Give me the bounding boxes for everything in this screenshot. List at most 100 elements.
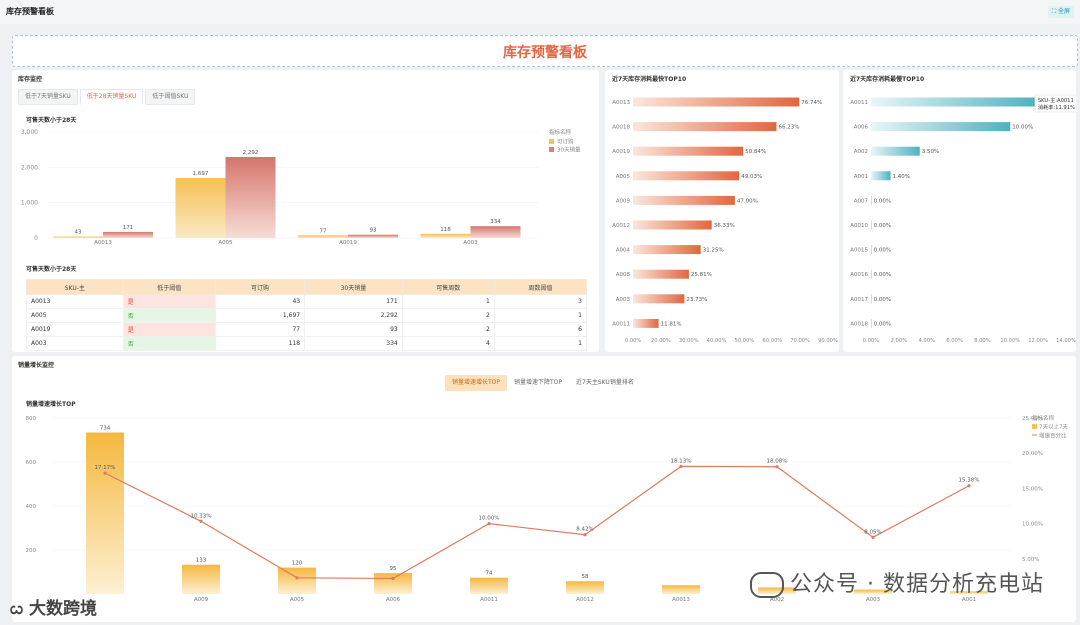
y-tick-label: A0011	[612, 321, 630, 327]
cell-flag: 是	[122, 322, 216, 337]
bar	[871, 220, 872, 230]
col-sku: SKU-主	[26, 279, 124, 295]
tab-growth-top[interactable]: 销量增速增长TOP	[445, 375, 508, 391]
bar-30天销量	[225, 157, 276, 238]
x-tick-label: A0019	[339, 240, 357, 246]
bar	[633, 245, 701, 255]
y-tick-label: A0016	[850, 272, 868, 278]
fullscreen-button[interactable]: ⛶ 全屏	[1047, 6, 1074, 18]
y-tick-label: 2,000	[21, 164, 38, 171]
x-tick-label: A003	[866, 597, 881, 603]
slowest-consumption-panel	[843, 70, 1076, 352]
bar-value-label: 0.00%	[874, 297, 891, 303]
table-header-row: SKU-主 低于阈值 可订购 30天销量 可售周数 周数阈值	[26, 279, 588, 295]
table-row: A003 否 118 334 4 1	[26, 336, 588, 351]
bar-value-label: 120	[292, 561, 303, 567]
line-value-label: 17.17%	[95, 465, 116, 471]
bar-value-label: 47.00%	[737, 198, 758, 204]
x-tick-label: 4.00%	[918, 338, 935, 344]
tab-under-threshold[interactable]: 低于阈值SKU	[145, 89, 196, 105]
col-weeks-threshold: 周数阈值	[493, 279, 588, 295]
bar-value-label: 43	[75, 229, 82, 235]
bar	[854, 589, 892, 594]
y-tick-label: A0018	[612, 125, 630, 131]
table-row: A0019 是 77 93 2 6	[26, 322, 588, 337]
col-orderable: 可订购	[214, 279, 306, 295]
bar-可订购	[53, 236, 103, 238]
y-tick-label: A0010	[850, 223, 868, 229]
bar-value-label: 133	[196, 558, 207, 564]
fastest-consumption-chart: A0013 76.74% A0018 66.23% A0019 50.84% A005 49.…	[612, 97, 838, 344]
x-tick-label: 60.00%	[762, 338, 782, 344]
bar	[871, 245, 872, 255]
slowest-consumption-chart: A0011 A006 10.00% A002 3.50% A001 1.40% A007 0.0…	[850, 94, 1076, 344]
x-tick-label: 50.00%	[735, 338, 755, 344]
line-point	[487, 522, 491, 526]
cell-sku: A003	[26, 336, 124, 351]
line-point	[199, 519, 203, 523]
line-point	[583, 533, 587, 537]
col-below-threshold: 低于阈值	[122, 279, 216, 295]
x-tick-label: 40.00%	[707, 338, 727, 344]
tab-under-28-days[interactable]: 低于28天销量SKU	[79, 89, 144, 105]
x-tick-label: A0011	[480, 597, 498, 603]
bar	[950, 591, 988, 594]
bar-value-label: 734	[100, 426, 111, 432]
bar-value-label: 171	[123, 225, 134, 231]
bar-value-label: 0.00%	[874, 321, 891, 327]
cell-sales: 93	[304, 322, 403, 337]
legend-swatch	[1032, 424, 1037, 429]
bar-30天销量	[103, 231, 153, 238]
bar	[470, 577, 508, 594]
y-tick-label: A005	[616, 174, 631, 180]
cell-weeks: 4	[401, 336, 495, 351]
bar	[633, 318, 659, 328]
bar	[633, 171, 740, 181]
y-tick-label: A0011	[850, 100, 868, 106]
cell-threshold: 3	[493, 294, 588, 309]
bar	[871, 97, 1037, 107]
bar-value-label: 334	[490, 219, 501, 225]
bar-value-label: 93	[370, 228, 377, 234]
bar	[633, 146, 744, 156]
page-title: 库存预警看板	[6, 7, 54, 16]
bar-30天销量	[348, 234, 398, 238]
x-tick-label: A0013	[94, 240, 112, 246]
bar-value-label: 118	[440, 227, 451, 233]
x-tick-label: A005	[290, 597, 305, 603]
y-tick-label: A0019	[612, 149, 630, 155]
x-tick-label: 10.00%	[1000, 338, 1020, 344]
x-tick-label: A005	[218, 240, 233, 246]
tab-under-7-days[interactable]: 低于7天销量SKU	[18, 89, 78, 105]
bar-value-label: 2,292	[243, 150, 259, 156]
bar-value-label: 36.33%	[714, 223, 735, 229]
x-tick-label: 12.00%	[1028, 338, 1048, 344]
x-tick-label: 8.00%	[974, 338, 991, 344]
bar-value-label: 74	[486, 571, 493, 577]
cell-sku: A005	[26, 308, 124, 323]
x-tick-label: A006	[386, 597, 401, 603]
x-tick-label: A0012	[576, 597, 594, 603]
watermark-text: 公众号 · 数据分析充电站	[790, 572, 1044, 597]
watermark-wechat: 公众号 · 数据分析充电站	[750, 566, 1044, 598]
growth-chart-title: 销量增速增长TOP	[26, 401, 76, 408]
line-point	[967, 484, 971, 488]
tab-7day-ranking[interactable]: 近7天主SKU销量排名	[576, 379, 634, 386]
y-tick-label: 200	[26, 548, 37, 554]
bar-value-label: 1.40%	[893, 174, 910, 180]
y2-tick-label: 5.00%	[1022, 557, 1039, 563]
y-tick-label: A006	[854, 125, 869, 131]
bar-value-label: 0.00%	[874, 248, 891, 254]
x-tick-label: 6.00%	[946, 338, 963, 344]
tab-decline-top[interactable]: 销量增速下降TOP	[514, 379, 563, 386]
y-tick-label: 0	[34, 235, 38, 242]
fastest-panel-title: 近7天库存消耗最快TOP10	[612, 76, 687, 83]
bar-value-label: 58	[582, 574, 589, 580]
slowest-panel-title: 近7天库存消耗最慢TOP10	[850, 76, 925, 83]
x-tick-label: A001	[962, 597, 976, 603]
bar-value-label: 49.03%	[741, 174, 762, 180]
x-tick-label: 90.00%	[818, 338, 838, 344]
y2-tick-label: 25.00%	[1022, 416, 1043, 422]
legend-label: 30天销量	[557, 146, 581, 154]
bar-value-label: 0.00%	[874, 223, 891, 229]
